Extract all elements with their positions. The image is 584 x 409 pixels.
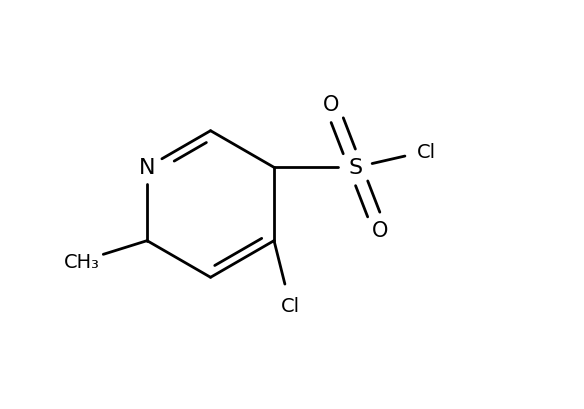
Text: CH₃: CH₃ — [64, 252, 100, 271]
Text: S: S — [349, 158, 363, 178]
Text: Cl: Cl — [281, 297, 300, 315]
Text: O: O — [372, 221, 388, 241]
Text: Cl: Cl — [417, 142, 436, 161]
Text: O: O — [323, 95, 339, 115]
Text: N: N — [139, 158, 155, 178]
